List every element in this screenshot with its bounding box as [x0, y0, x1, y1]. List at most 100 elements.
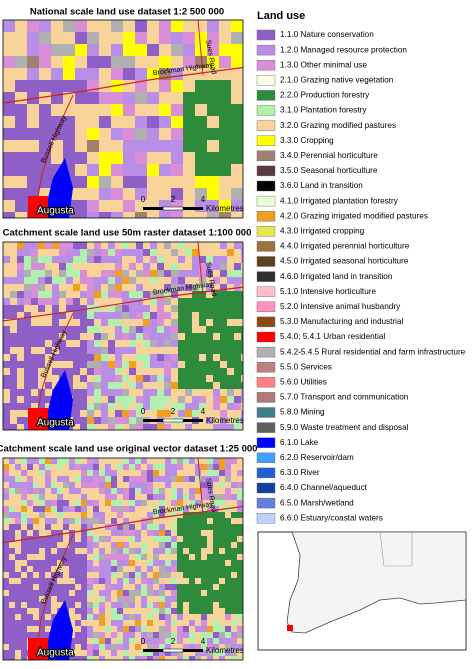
land-parcel — [141, 482, 148, 489]
land-parcel — [207, 152, 220, 165]
land-parcel — [45, 242, 53, 250]
land-parcel — [81, 596, 88, 603]
legend-swatch — [256, 377, 276, 388]
land-parcel — [101, 368, 109, 376]
land-parcel — [117, 554, 124, 561]
land-parcel — [231, 560, 238, 567]
land-parcel — [87, 554, 94, 561]
land-parcel — [164, 389, 172, 397]
land-parcel — [75, 590, 82, 597]
land-parcel — [195, 554, 202, 561]
land-parcel — [185, 284, 193, 292]
land-parcel — [15, 554, 22, 561]
land-parcel — [192, 256, 200, 264]
legend-label: 3.1.0 Plantation forestry — [280, 106, 367, 115]
land-parcel — [150, 340, 158, 348]
land-parcel — [213, 536, 220, 543]
land-parcel — [147, 188, 160, 201]
land-parcel — [115, 242, 123, 250]
land-parcel — [231, 506, 238, 513]
land-parcel — [147, 656, 154, 660]
land-parcel — [237, 524, 243, 531]
land-parcel — [219, 494, 226, 501]
land-parcel — [3, 578, 10, 585]
land-parcel — [21, 488, 28, 495]
land-parcel — [147, 140, 160, 153]
land-parcel — [94, 277, 102, 285]
land-parcel — [80, 410, 88, 418]
land-parcel — [159, 104, 172, 117]
land-parcel — [111, 638, 118, 645]
land-parcel — [171, 164, 184, 177]
land-parcel — [171, 578, 178, 585]
land-parcel — [3, 590, 10, 597]
land-parcel — [45, 620, 52, 627]
land-parcel — [117, 518, 124, 525]
land-parcel — [24, 277, 32, 285]
land-parcel — [87, 298, 95, 306]
land-parcel — [51, 476, 58, 483]
land-parcel — [213, 518, 220, 525]
land-parcel — [81, 590, 88, 597]
land-parcel — [225, 596, 232, 603]
land-parcel — [136, 319, 144, 327]
land-parcel — [111, 20, 124, 33]
land-parcel — [3, 128, 16, 141]
land-parcel — [227, 382, 235, 390]
land-parcel — [122, 291, 130, 299]
land-parcel — [185, 270, 193, 278]
land-parcel — [201, 620, 208, 627]
land-parcel — [189, 470, 196, 477]
town-area — [28, 638, 48, 660]
land-parcel — [111, 128, 124, 141]
land-parcel — [3, 396, 11, 404]
land-parcel — [81, 650, 88, 657]
land-parcel — [225, 494, 232, 501]
land-parcel — [171, 476, 178, 483]
land-parcel — [195, 494, 202, 501]
town-label: Augusta — [37, 648, 74, 659]
land-parcel — [93, 542, 100, 549]
land-parcel — [33, 614, 40, 621]
land-parcel — [69, 572, 76, 579]
land-parcel — [3, 512, 10, 519]
land-parcel — [207, 212, 220, 218]
land-parcel — [123, 536, 130, 543]
land-parcel — [213, 620, 220, 627]
land-parcel — [227, 298, 235, 306]
land-parcel — [171, 368, 179, 376]
land-parcel — [51, 500, 58, 507]
land-parcel — [234, 403, 242, 411]
legend-swatch — [256, 44, 276, 56]
land-parcel — [115, 347, 123, 355]
land-parcel — [57, 554, 64, 561]
land-parcel — [122, 284, 130, 292]
land-parcel — [87, 548, 94, 555]
land-parcel — [63, 104, 76, 117]
land-parcel — [153, 626, 160, 633]
land-parcel — [9, 572, 16, 579]
land-parcel — [81, 584, 88, 591]
land-parcel — [87, 152, 100, 165]
land-parcel — [80, 382, 88, 390]
land-parcel — [136, 403, 144, 411]
land-parcel — [33, 464, 40, 471]
land-parcel — [195, 578, 202, 585]
scale-bar — [143, 207, 163, 210]
land-parcel — [9, 584, 16, 591]
land-parcel — [195, 152, 208, 165]
town-label: Augusta — [37, 418, 74, 429]
land-parcel — [206, 417, 214, 425]
land-parcel — [195, 512, 202, 519]
land-parcel — [108, 284, 116, 292]
land-parcel — [3, 104, 16, 117]
land-parcel — [231, 176, 243, 189]
land-parcel — [192, 368, 200, 376]
land-parcel — [17, 340, 25, 348]
land-parcel — [183, 566, 190, 573]
land-parcel — [159, 44, 172, 57]
land-parcel — [135, 212, 148, 218]
land-parcel — [15, 530, 22, 537]
land-parcel — [123, 596, 130, 603]
land-parcel — [38, 270, 46, 278]
